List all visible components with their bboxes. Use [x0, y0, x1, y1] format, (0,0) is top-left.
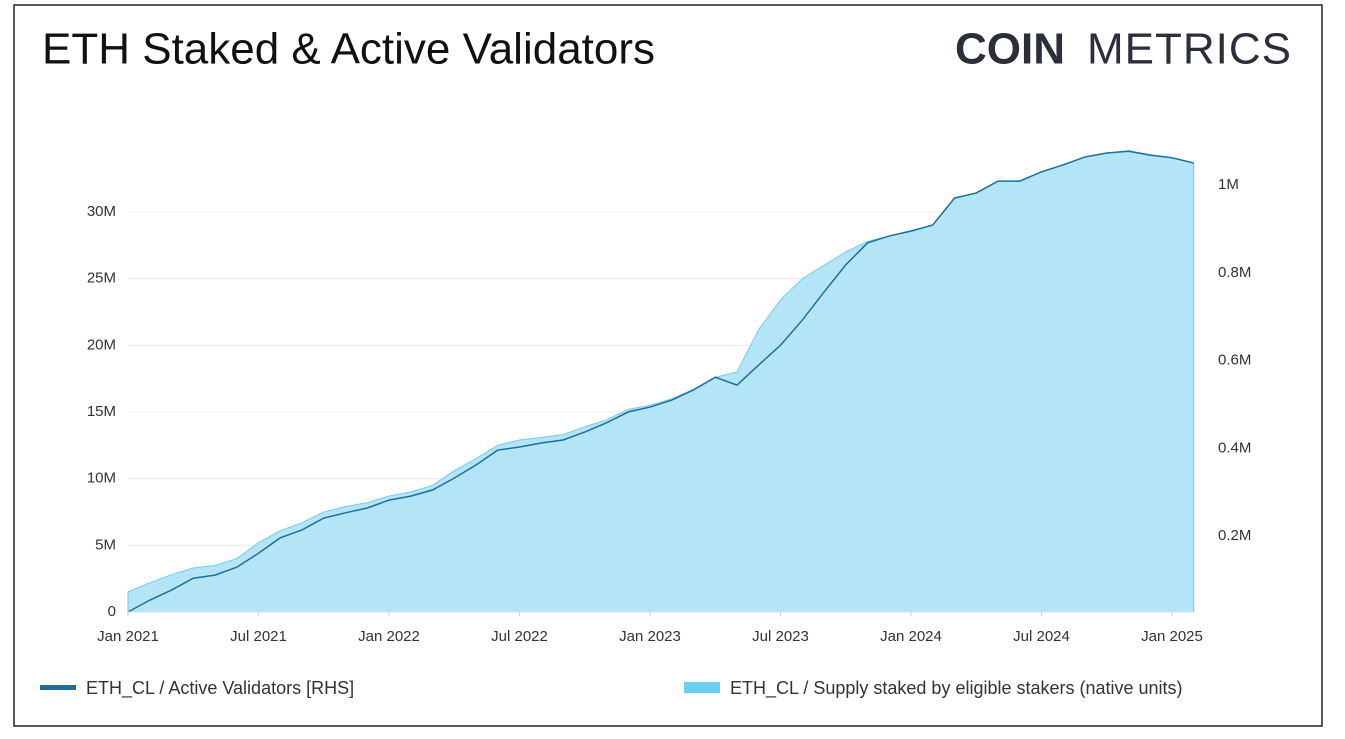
x-tick-label: Jan 2022 [358, 628, 420, 645]
line [127, 150, 1194, 613]
y2-tick-label: 0.8M [1218, 264, 1251, 281]
x-tick-label: Jul 2022 [491, 628, 548, 645]
chart-title: ETH Staked & Active Validators [42, 25, 655, 74]
x-tick-label: Jul 2024 [1013, 628, 1070, 645]
y-tick-label: 25M [87, 270, 116, 287]
logo-light: METRICS [1087, 25, 1292, 74]
legend-label: ETH_CL / Active Validators [RHS] [86, 678, 354, 699]
legend-swatch [684, 682, 720, 693]
y-tick-label: 20M [87, 336, 116, 353]
y-tick-label: 10M [87, 470, 116, 487]
y-tick-label: 30M [87, 203, 116, 220]
y-tick-label: 0 [108, 603, 116, 620]
legend-swatch [40, 685, 76, 690]
y2-tick-label: 1M [1218, 176, 1239, 193]
x-tick-label: Jan 2025 [1141, 628, 1203, 645]
x-tick-label: Jul 2021 [230, 628, 287, 645]
y2-tick-label: 0.6M [1218, 352, 1251, 369]
x-tick-label: Jan 2023 [619, 628, 681, 645]
x-tick-label: Jan 2024 [880, 628, 942, 645]
x-tick-label: Jan 2021 [97, 628, 159, 645]
y2-tick-label: 0.2M [1218, 527, 1251, 544]
legend-label: ETH_CL / Supply staked by eligible stake… [730, 678, 1183, 699]
logo-bold: COIN [955, 25, 1065, 74]
y-tick-label: 5M [95, 536, 116, 553]
y2-tick-label: 0.4M [1218, 439, 1251, 456]
x-tick-label: Jul 2023 [752, 628, 809, 645]
y-tick-label: 15M [87, 403, 116, 420]
